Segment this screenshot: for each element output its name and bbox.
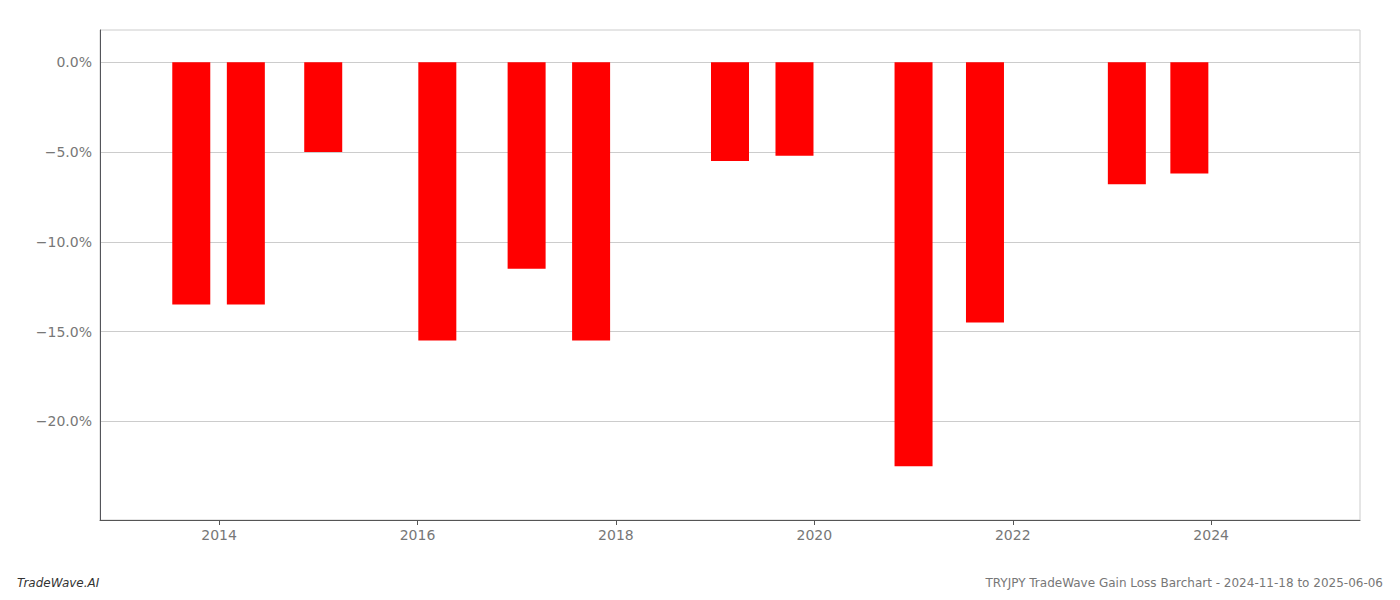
- svg-text:−5.0%: −5.0%: [45, 144, 92, 160]
- svg-text:2020: 2020: [797, 527, 833, 543]
- svg-text:2016: 2016: [400, 527, 436, 543]
- svg-text:2018: 2018: [598, 527, 634, 543]
- svg-text:−20.0%: −20.0%: [36, 413, 92, 429]
- svg-text:2022: 2022: [995, 527, 1031, 543]
- svg-text:TRYJPY TradeWave Gain Loss Bar: TRYJPY TradeWave Gain Loss Barchart - 20…: [984, 576, 1383, 590]
- svg-text:2024: 2024: [1193, 527, 1229, 543]
- svg-text:−10.0%: −10.0%: [36, 234, 92, 250]
- svg-text:−15.0%: −15.0%: [36, 324, 92, 340]
- svg-text:TradeWave.AI: TradeWave.AI: [17, 576, 100, 590]
- svg-text:2014: 2014: [201, 527, 237, 543]
- svg-text:0.0%: 0.0%: [56, 54, 92, 70]
